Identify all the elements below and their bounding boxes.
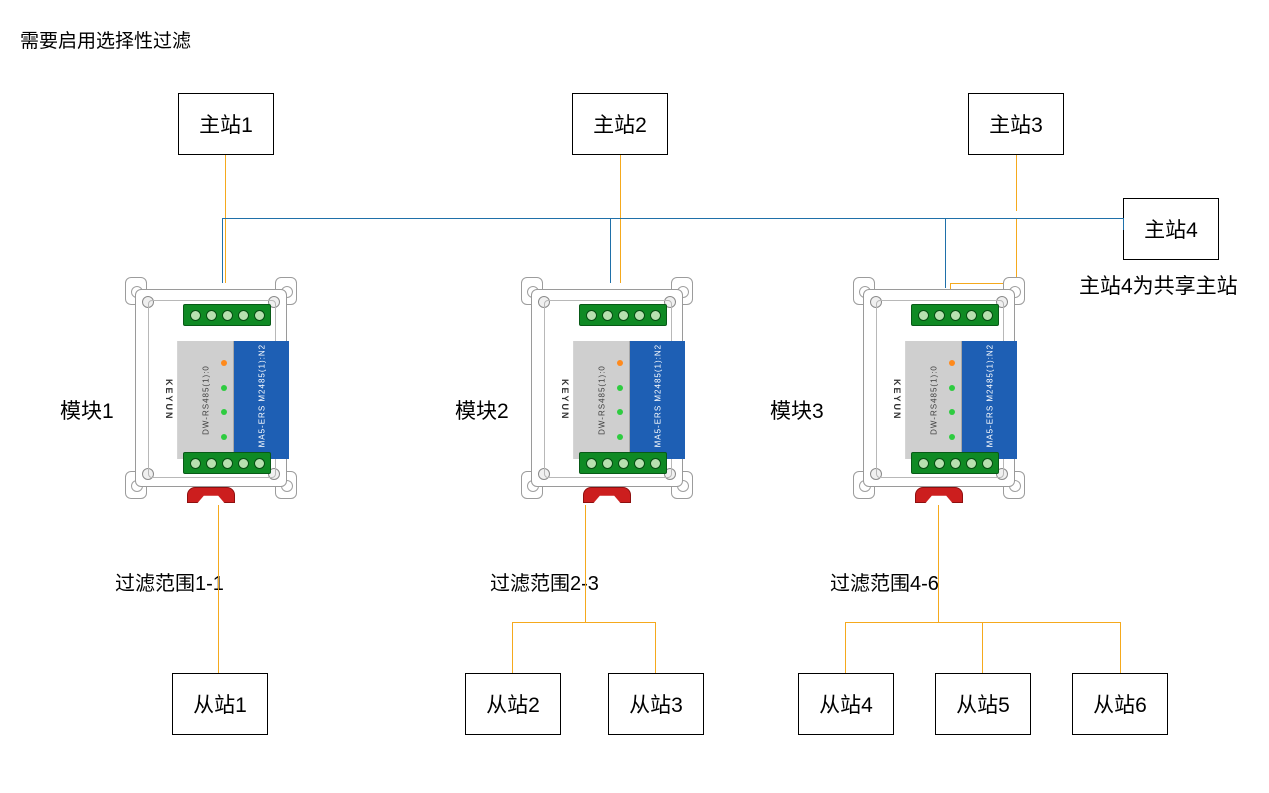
module-midzone: KEYUN DW-RS485(1):0 2 MA5-ERS M2485(1):N… [557, 341, 685, 459]
module3-label: 模块3 [770, 395, 824, 425]
module-inner: KEYUN DW-RS485(1):0 2 MA5-ERS M2485(1):N… [148, 300, 276, 478]
panel-gray-text: DW-RS485(1):0 [597, 365, 606, 435]
module-shell: KEYUN DW-RS485(1):0 2 MA5-ERS M2485(1):N… [531, 289, 683, 487]
module1-label: 模块1 [60, 395, 114, 425]
panel-gray-text: DW-RS485(1):0 [929, 365, 938, 435]
din-clip-icon [187, 487, 235, 503]
master-4: 主站4 [1123, 198, 1219, 260]
panel-blue-text: 2 MA5-ERS M2485(1):N2 [257, 344, 266, 456]
slave-2: 从站2 [465, 673, 561, 735]
panel-gray: DW-RS485(1):0 [178, 341, 234, 459]
wire-mod2-down [585, 505, 586, 622]
master-1: 主站1 [178, 93, 274, 155]
panel-blue: 2 MA5-ERS M2485(1):N2 [962, 341, 1017, 459]
wire-mod3-slave6 [1120, 622, 1121, 673]
terminal-block-bottom [579, 452, 667, 474]
brand-label: KEYUN [557, 341, 574, 459]
master-2: 主站2 [572, 93, 668, 155]
panel-gray: DW-RS485(1):0 [574, 341, 630, 459]
slave-5: 从站5 [935, 673, 1031, 735]
slave-6-label: 从站6 [1093, 689, 1147, 719]
wire-bus-drop3 [945, 218, 946, 288]
module2-label: 模块2 [455, 395, 509, 425]
hw-module-3: KEYUN DW-RS485(1):0 2 MA5-ERS M2485(1):N… [859, 283, 1019, 493]
wire-mod3-slave4 [845, 622, 846, 673]
slave-2-label: 从站2 [486, 689, 540, 719]
slave-4-label: 从站4 [819, 689, 873, 719]
master-4-label: 主站4 [1144, 214, 1198, 244]
module-shell: KEYUN DW-RS485(1):0 2 MA5-ERS M2485(1):N… [863, 289, 1015, 487]
hw-module-1: KEYUN DW-RS485(1):0 2 MA5-ERS M2485(1):N… [131, 283, 291, 493]
terminal-block-top [183, 304, 271, 326]
slave-5-label: 从站5 [956, 689, 1010, 719]
panel-blue: 2 MA5-ERS M2485(1):N2 [630, 341, 685, 459]
terminal-block-bottom [183, 452, 271, 474]
wire-mod2-slave3 [655, 622, 656, 673]
slave-3: 从站3 [608, 673, 704, 735]
wire-master2-module2 [620, 155, 621, 283]
slave-1: 从站1 [172, 673, 268, 735]
wire-mod2-slave2 [512, 622, 513, 673]
share-note: 主站4为共享主站 [1079, 270, 1238, 300]
wire-bus-drop1 [222, 218, 223, 283]
slave-1-label: 从站1 [193, 689, 247, 719]
master-1-label: 主站1 [199, 109, 253, 139]
filter-label-1: 过滤范围1-1 [115, 567, 224, 596]
brand-label: KEYUN [161, 341, 178, 459]
slave-3-label: 从站3 [629, 689, 683, 719]
led-column [221, 351, 229, 449]
terminal-block-top [579, 304, 667, 326]
wire-mod1-down [218, 505, 219, 673]
diagram-title: 需要启用选择性过滤 [20, 26, 191, 53]
panel-blue-text: 2 MA5-ERS M2485(1):N2 [653, 344, 662, 456]
panel-blue-text: 2 MA5-ERS M2485(1):N2 [985, 344, 994, 456]
led-column [617, 351, 625, 449]
led-column [949, 351, 957, 449]
slave-4: 从站4 [798, 673, 894, 735]
wire-master3-module3 [1016, 155, 1017, 211]
wire-mod3-slave5 [982, 622, 983, 673]
master-3: 主站3 [968, 93, 1064, 155]
panel-blue: 2 MA5-ERS M2485(1):N2 [234, 341, 289, 459]
hw-module-2: KEYUN DW-RS485(1):0 2 MA5-ERS M2485(1):N… [527, 283, 687, 493]
din-clip-icon [915, 487, 963, 503]
wire-bus-drop2 [610, 218, 611, 283]
din-clip-icon [583, 487, 631, 503]
wire-mod3-down [938, 505, 939, 622]
module-midzone: KEYUN DW-RS485(1):0 2 MA5-ERS M2485(1):N… [889, 341, 1017, 459]
master-2-label: 主站2 [593, 109, 647, 139]
wire-mod2-branch [512, 622, 655, 623]
wire-master3-module3-b [1016, 218, 1017, 283]
wire-shared-bus [222, 218, 1123, 219]
module-shell: KEYUN DW-RS485(1):0 2 MA5-ERS M2485(1):N… [135, 289, 287, 487]
terminal-block-top [911, 304, 999, 326]
brand-label: KEYUN [889, 341, 906, 459]
module-inner: KEYUN DW-RS485(1):0 2 MA5-ERS M2485(1):N… [876, 300, 1004, 478]
module-inner: KEYUN DW-RS485(1):0 2 MA5-ERS M2485(1):N… [544, 300, 672, 478]
terminal-block-bottom [911, 452, 999, 474]
module-midzone: KEYUN DW-RS485(1):0 2 MA5-ERS M2485(1):N… [161, 341, 289, 459]
master-3-label: 主站3 [989, 109, 1043, 139]
slave-6: 从站6 [1072, 673, 1168, 735]
panel-gray-text: DW-RS485(1):0 [201, 365, 210, 435]
filter-label-3: 过滤范围4-6 [830, 567, 939, 596]
panel-gray: DW-RS485(1):0 [906, 341, 962, 459]
wire-master1-module1 [225, 155, 226, 283]
filter-label-2: 过滤范围2-3 [490, 567, 599, 596]
wire-master4-stub [1123, 218, 1124, 230]
